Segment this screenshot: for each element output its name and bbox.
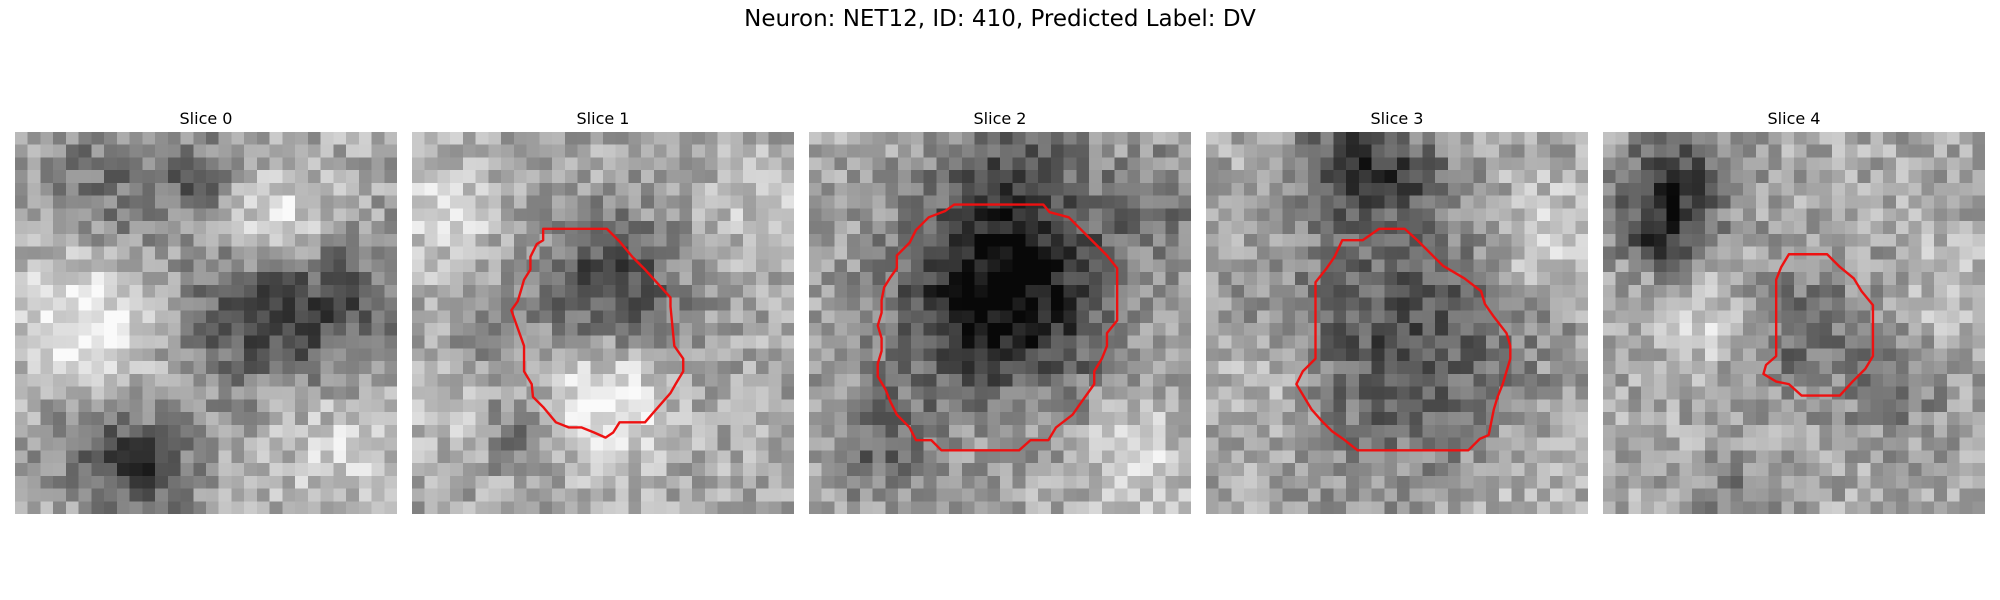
figure-title: Neuron: NET12, ID: 410, Predicted Label:… bbox=[744, 6, 1256, 32]
slice-panel-4: Slice 4 bbox=[1603, 108, 1985, 514]
slice-image-4 bbox=[1603, 132, 1985, 514]
slice-image-0 bbox=[15, 132, 397, 514]
slice-image-3 bbox=[1206, 132, 1588, 514]
slice-title-3: Slice 3 bbox=[1370, 109, 1424, 128]
slice-image-1 bbox=[412, 132, 794, 514]
segmentation-contour-3 bbox=[1296, 229, 1510, 451]
segmentation-contour-4 bbox=[1763, 254, 1873, 395]
slice-panel-3: Slice 3 bbox=[1206, 108, 1588, 514]
slice-title-4: Slice 4 bbox=[1767, 109, 1821, 128]
slice-image-2 bbox=[809, 132, 1191, 514]
segmentation-contour-2 bbox=[878, 205, 1117, 451]
segmentation-contour-1 bbox=[511, 229, 683, 438]
slice-title-1: Slice 1 bbox=[576, 109, 630, 128]
slice-panel-1: Slice 1 bbox=[412, 108, 794, 514]
slice-panel-2: Slice 2 bbox=[809, 108, 1191, 514]
slice-panel-0: Slice 0 bbox=[15, 108, 397, 514]
slice-title-2: Slice 2 bbox=[973, 109, 1027, 128]
slice-title-0: Slice 0 bbox=[179, 109, 233, 128]
